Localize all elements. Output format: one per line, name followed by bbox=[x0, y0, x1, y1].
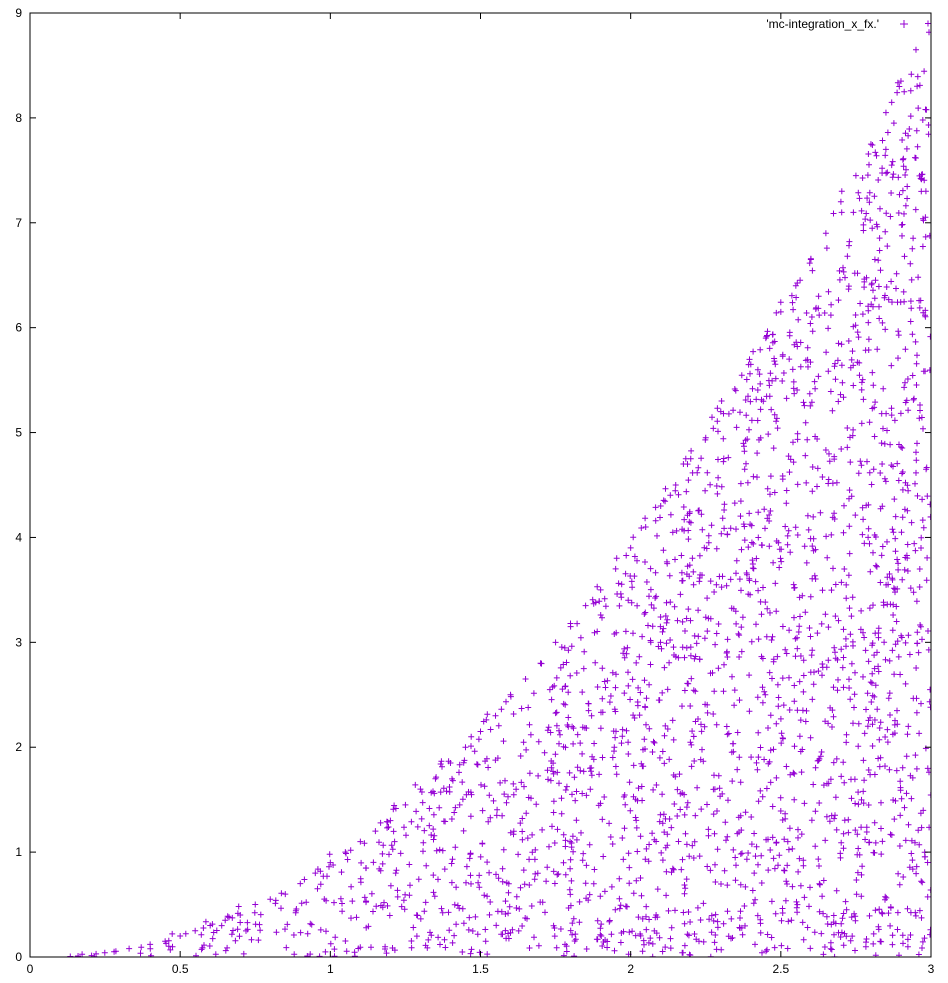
scatter-point bbox=[582, 602, 589, 609]
scatter-point bbox=[837, 198, 844, 205]
scatter-point bbox=[357, 838, 364, 845]
scatter-point bbox=[642, 523, 649, 530]
y-tick-label: 9 bbox=[15, 6, 22, 20]
scatter-point bbox=[252, 901, 259, 908]
scatter-point bbox=[462, 744, 469, 751]
scatter-point bbox=[507, 691, 514, 698]
y-tick-label: 7 bbox=[15, 216, 22, 230]
x-tick-label: 3 bbox=[928, 962, 935, 976]
scatter-point bbox=[192, 927, 199, 934]
scatter-point bbox=[282, 891, 289, 898]
scatter-point bbox=[537, 660, 544, 667]
scatter-point bbox=[747, 361, 754, 368]
scatter-point bbox=[75, 952, 82, 957]
scatter-point bbox=[297, 880, 304, 887]
scatter-point bbox=[111, 948, 118, 955]
scatter-point bbox=[417, 786, 424, 793]
y-tick-label: 0 bbox=[15, 950, 22, 964]
scatter-point bbox=[882, 109, 889, 116]
scatter-point bbox=[777, 308, 784, 315]
scatter-point bbox=[126, 945, 133, 952]
scatter-point bbox=[792, 282, 799, 289]
x-tick-label: 0.5 bbox=[172, 962, 189, 976]
scatter-point bbox=[267, 896, 274, 903]
scatter-point bbox=[627, 544, 634, 551]
scatter-point bbox=[93, 950, 100, 957]
y-tick-label: 4 bbox=[15, 530, 22, 544]
scatter-point bbox=[567, 623, 574, 630]
scatter-point bbox=[147, 941, 154, 948]
scatter-point bbox=[492, 712, 499, 719]
legend-label: 'mc-integration_x_fx.' bbox=[766, 17, 879, 31]
scatter-point bbox=[702, 434, 709, 441]
scatter-point bbox=[477, 728, 484, 735]
scatter-point bbox=[312, 870, 319, 877]
scatter-point bbox=[162, 938, 169, 945]
scatter-point bbox=[924, 20, 931, 27]
y-tick-label: 5 bbox=[15, 426, 22, 440]
scatter-point bbox=[912, 46, 919, 53]
scatter-point bbox=[387, 817, 394, 824]
legend-marker bbox=[900, 20, 908, 28]
scatter-point bbox=[522, 676, 529, 683]
scatter-point bbox=[177, 933, 184, 940]
scatter-point bbox=[372, 828, 379, 835]
scatter-point bbox=[447, 759, 454, 766]
scatter-point bbox=[432, 775, 439, 782]
scatter-point bbox=[852, 172, 859, 179]
scatter-point bbox=[717, 408, 724, 415]
y-tick-label: 3 bbox=[15, 635, 22, 649]
scatter-point bbox=[342, 849, 349, 856]
scatter-point bbox=[612, 565, 619, 572]
scatter-point bbox=[237, 912, 244, 919]
scatter-point bbox=[552, 639, 559, 646]
scatter-point bbox=[327, 859, 334, 866]
legend: 'mc-integration_x_fx.' bbox=[766, 17, 908, 31]
axes: 0 0.5 1 1.5 2 2.5 3 0 1 2 3 4 5 6 7 8 9 bbox=[15, 6, 934, 976]
scatter-points bbox=[67, 20, 931, 957]
y-tick-label: 2 bbox=[15, 740, 22, 754]
scatter-point bbox=[732, 387, 739, 394]
scatter-point bbox=[222, 917, 229, 924]
scatter-point bbox=[867, 141, 874, 148]
scatter-point bbox=[657, 502, 664, 509]
x-tick-label: 0 bbox=[27, 962, 34, 976]
scatter-point bbox=[207, 922, 214, 929]
scatter-point-cloud bbox=[67, 29, 931, 957]
x-tick-label: 1.5 bbox=[472, 962, 489, 976]
legend-plus-marker bbox=[900, 20, 908, 28]
y-tick-label: 6 bbox=[15, 321, 22, 335]
x-tick-label: 2 bbox=[627, 962, 634, 976]
y-tick-label: 8 bbox=[15, 111, 22, 125]
scatter-point bbox=[807, 256, 814, 263]
x-tick-label: 1 bbox=[327, 962, 334, 976]
scatter-point bbox=[897, 78, 904, 85]
x-tick-label: 2.5 bbox=[772, 962, 789, 976]
scatter-point bbox=[762, 335, 769, 342]
scatter-point bbox=[687, 455, 694, 462]
scatter-point bbox=[822, 230, 829, 237]
scatter-point bbox=[672, 482, 679, 488]
scatter-point bbox=[597, 586, 604, 593]
scatter-point bbox=[402, 801, 409, 808]
y-tick-label: 1 bbox=[15, 845, 22, 859]
